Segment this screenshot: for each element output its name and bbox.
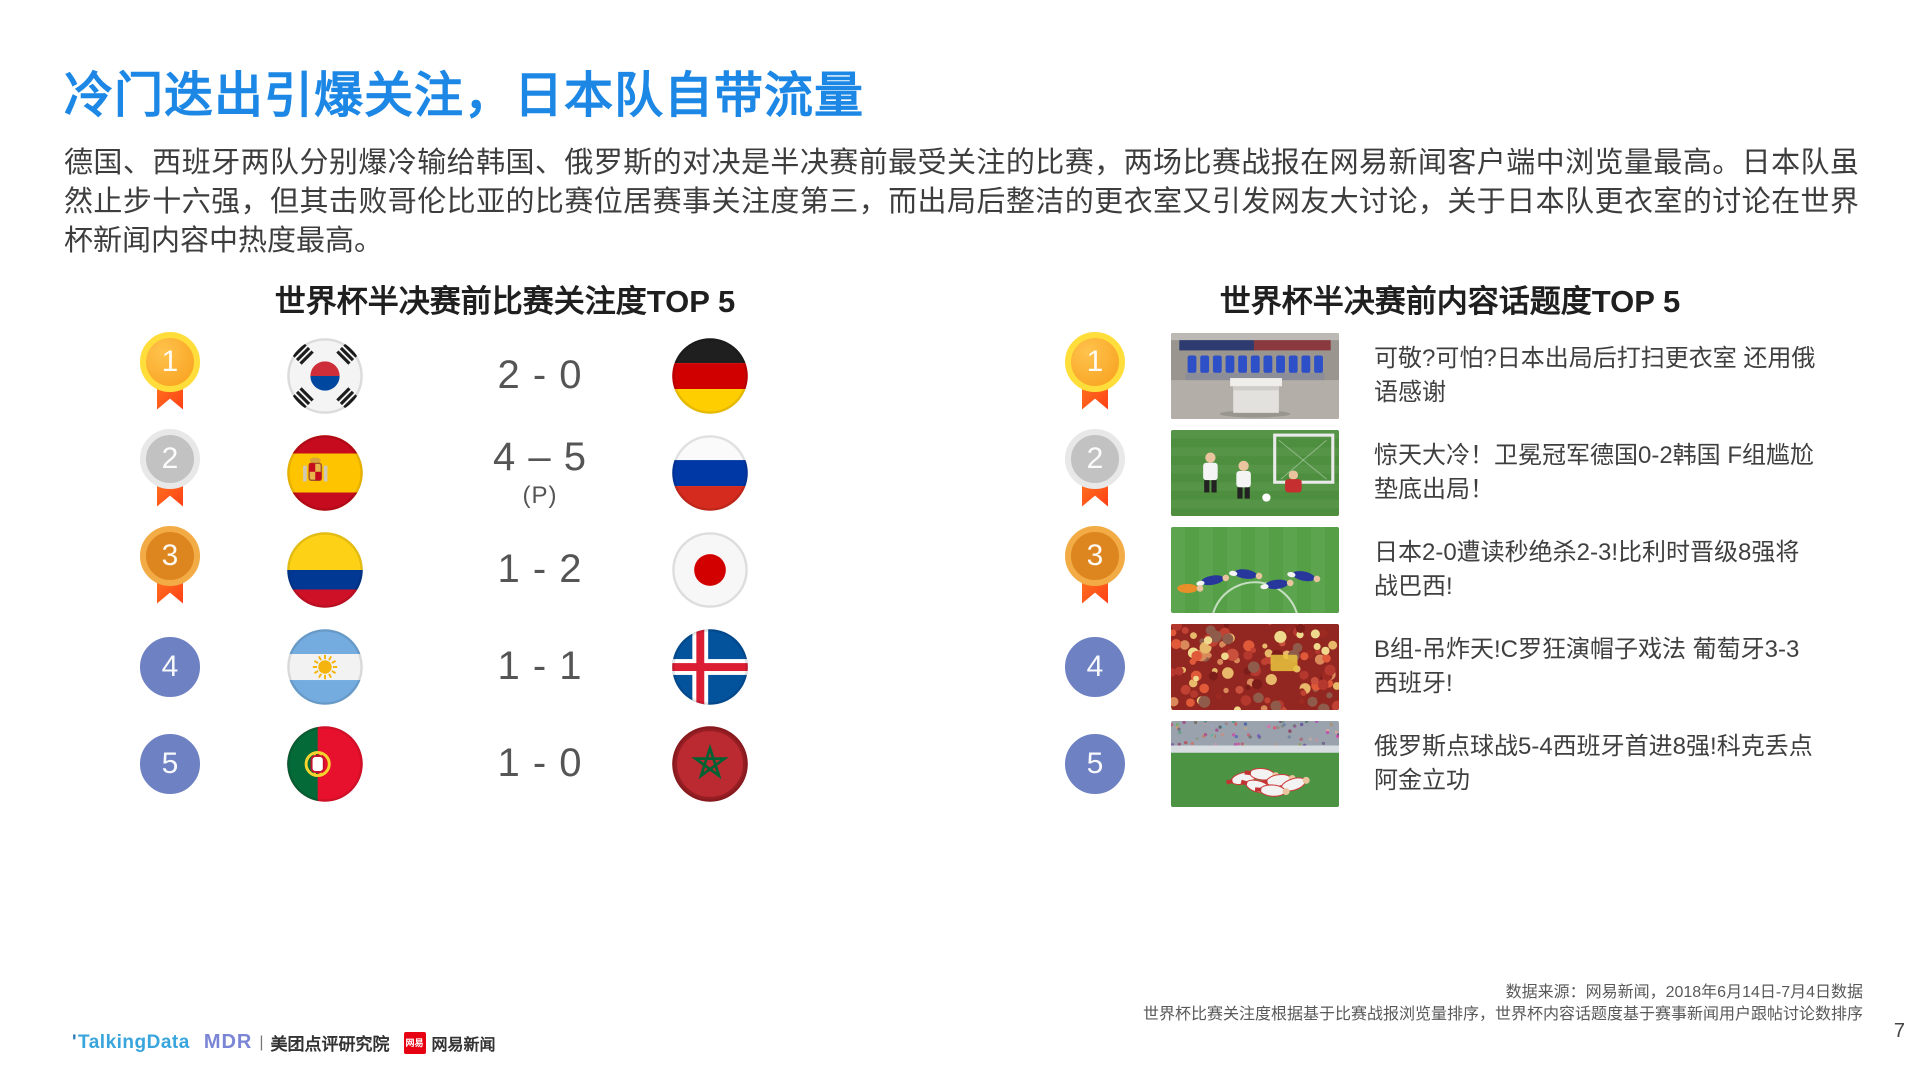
rank-5-badge-icon: 5 [1063, 720, 1127, 808]
match-row-2: 2 4 – 5 (P) [130, 424, 780, 521]
mdr-logo-letters: MDR [203, 1031, 253, 1053]
news-thumbnail-locker-room [1171, 332, 1339, 419]
rank-number: 4 [1086, 649, 1104, 683]
match-score: 4 – 5 (P) [440, 435, 640, 510]
news-row-3: 3 日本2-0遭读秒绝杀2-3!比利时晋级8强将战巴西! [1040, 521, 1830, 618]
match-rows: 1 2 - 0 2 4 – 5 (P) [130, 327, 780, 812]
rank-2-medal-icon: 2 [1063, 428, 1127, 517]
score-text: 1 - 2 [497, 547, 583, 591]
flag-colombia-icon [286, 531, 364, 609]
score-note: (P) [522, 482, 558, 509]
news-thumbnail-celebration [1171, 720, 1339, 807]
netease-news-label: 网易新闻 [431, 1036, 496, 1054]
rank-2-medal-icon: 2 [138, 428, 202, 517]
match-score: 1 - 2 [440, 547, 640, 592]
rank-number: 5 [161, 746, 179, 780]
rank-number: 4 [161, 649, 179, 683]
rank-number: 3 [161, 538, 179, 572]
flag-iceland-icon [671, 628, 749, 706]
talkingdata-logo: TalkingData [72, 1032, 190, 1054]
netease-badge-icon: 网易 [403, 1031, 426, 1054]
match-row-1: 1 2 - 0 [130, 327, 780, 424]
news-thumbnail-players-pitch [1171, 526, 1339, 613]
score-text: 1 - 1 [497, 644, 583, 688]
rank-number: 2 [1086, 441, 1104, 475]
right-panel-title: 世界杯半决赛前内容话题度TOP 5 [1219, 284, 1681, 319]
flag-russia-icon [671, 434, 749, 512]
content-topic-panel: 世界杯半决赛前内容话题度TOP 5 1 可敬?可怕?日本出局后打扫更衣室 还用俄… [1040, 276, 1830, 812]
score-text: 2 - 0 [497, 353, 583, 397]
news-headline: 惊天大冷！卫冕冠军德国0-2韩国 F组尴尬垫底出局！ [1374, 441, 1815, 503]
match-row-5: 5 1 - 0 [130, 715, 780, 812]
logo-divider: | [259, 1033, 264, 1051]
match-score: 1 - 0 [440, 741, 640, 786]
netease-news-logo: 网易 网易新闻 [403, 1031, 496, 1055]
rank-number: 1 [1086, 344, 1104, 378]
rank-5-badge-icon: 5 [138, 720, 202, 808]
page-number: 7 [1893, 1020, 1905, 1042]
match-attention-panel: 世界杯半决赛前比赛关注度TOP 5 1 2 - 0 2 [130, 276, 780, 812]
match-row-3: 3 1 - 2 [130, 521, 780, 618]
footer-logos: TalkingData MDR | 美团点评研究院 网易 网易新闻 [72, 1030, 496, 1055]
rank-number: 3 [1086, 538, 1104, 572]
flag-spain-icon [286, 434, 364, 512]
news-thumbnail-match-action [1171, 429, 1339, 516]
rank-number: 2 [161, 441, 179, 475]
score-text: 1 - 0 [497, 741, 583, 785]
news-headline: 俄罗斯点球战5-4西班牙首进8强!科克丢点阿金立功 [1374, 732, 1813, 794]
news-thumbnail-fans-crowd [1171, 623, 1339, 710]
rank-4-badge-icon: 4 [138, 623, 202, 711]
flag-argentina-icon [286, 628, 364, 706]
match-score: 2 - 0 [440, 353, 640, 398]
data-source-line1: 数据来源：网易新闻，2018年6月14日-7月4日数据 [1505, 984, 1863, 1001]
flag-south-korea-icon [286, 337, 364, 415]
flag-portugal-icon [286, 725, 364, 803]
match-score: 1 - 1 [440, 644, 640, 689]
rank-number: 5 [1086, 746, 1104, 780]
news-row-2: 2 惊天大冷！卫冕冠军德国0-2韩国 F组尴尬垫底出局！ [1040, 424, 1830, 521]
flag-germany-icon [671, 337, 749, 415]
news-rows: 1 可敬?可怕?日本出局后打扫更衣室 还用俄语感谢 2 惊天大冷！卫冕冠军德国0… [1040, 327, 1830, 812]
news-headline: 可敬?可怕?日本出局后打扫更衣室 还用俄语感谢 [1374, 344, 1816, 406]
news-row-4: 4 B组-吊炸天!C罗狂演帽子戏法 葡萄牙3-3西班牙! [1040, 618, 1830, 715]
rank-3-medal-icon: 3 [1063, 525, 1127, 614]
news-row-1: 1 可敬?可怕?日本出局后打扫更衣室 还用俄语感谢 [1040, 327, 1830, 424]
flag-morocco-icon [671, 725, 749, 803]
news-headline: 日本2-0遭读秒绝杀2-3!比利时晋级8强将战巴西! [1374, 538, 1800, 600]
score-text: 4 – 5 [493, 435, 587, 479]
news-headline: B组-吊炸天!C罗狂演帽子戏法 葡萄牙3-3西班牙! [1374, 635, 1800, 697]
meituan-research-label: 美团点评研究院 [270, 1035, 390, 1054]
rank-1-medal-icon: 1 [138, 331, 202, 420]
news-row-5: 5 俄罗斯点球战5-4西班牙首进8强!科克丢点阿金立功 [1040, 715, 1830, 812]
flag-japan-icon [671, 531, 749, 609]
page-title: 冷门迭出引爆关注，日本队自带流量 [64, 69, 865, 123]
data-source-line2: 世界杯比赛关注度根据基于比赛战报浏览量排序，世界杯内容话题度基于赛事新闻用户跟帖… [1142, 1006, 1863, 1023]
rank-number: 1 [161, 344, 179, 378]
match-row-4: 4 1 - 1 [130, 618, 780, 715]
rank-4-badge-icon: 4 [1063, 623, 1127, 711]
rank-1-medal-icon: 1 [1063, 331, 1127, 420]
data-source-note: 数据来源：网易新闻，2018年6月14日-7月4日数据 世界杯比赛关注度根据基于… [1143, 982, 1863, 1026]
left-panel-title: 世界杯半决赛前比赛关注度TOP 5 [274, 284, 736, 319]
meituan-dianping-logo: MDR | 美团点评研究院 [204, 1030, 390, 1055]
intro-paragraph: 德国、西班牙两队分别爆冷输给韩国、俄罗斯的对决是半决赛前最受关注的比赛，两场比赛… [64, 147, 1859, 257]
rank-3-medal-icon: 3 [138, 525, 202, 614]
